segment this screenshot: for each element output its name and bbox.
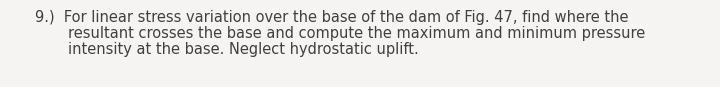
Text: 9.)  For linear stress variation over the base of the dam of Fig. 47, find where: 9.) For linear stress variation over the… — [35, 10, 628, 25]
Text: resultant crosses the base and compute the maximum and minimum pressure: resultant crosses the base and compute t… — [68, 26, 646, 41]
Text: intensity at the base. Neglect hydrostatic uplift.: intensity at the base. Neglect hydrostat… — [68, 42, 419, 57]
